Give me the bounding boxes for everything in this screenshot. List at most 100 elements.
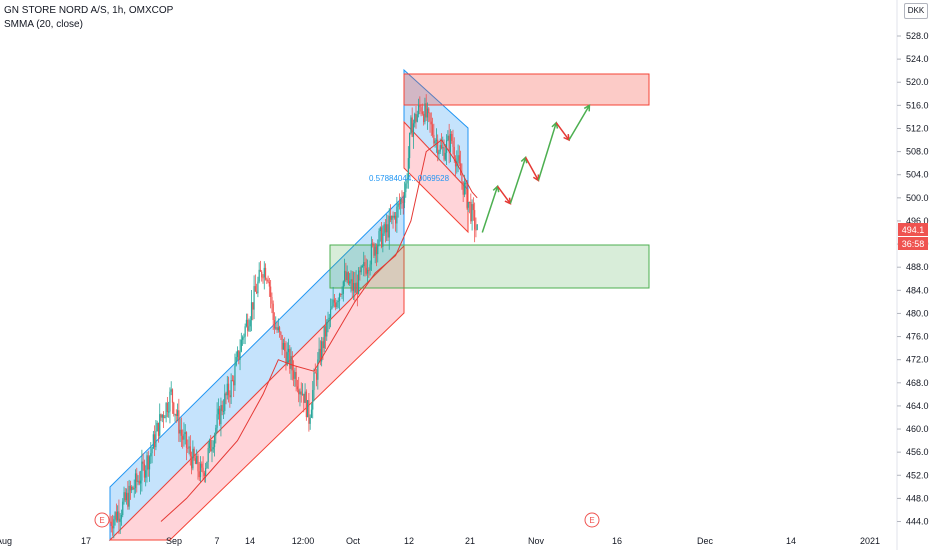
candle-body (171, 389, 174, 403)
candle-body (467, 201, 469, 208)
candle-body (273, 320, 276, 329)
projection-up-arrow (509, 157, 527, 204)
candle-body (162, 414, 165, 418)
candle-body (434, 140, 436, 144)
candle-body (226, 383, 228, 396)
candle-body (310, 409, 313, 418)
candle-body (169, 391, 171, 412)
earnings-marker[interactable]: E (584, 512, 600, 528)
candle-body (401, 199, 403, 202)
earnings-marker[interactable]: E (94, 512, 110, 528)
price-axis[interactable]: 528.0 524.0 520.0 516.0 512.0 508.0 504.0 500.0… (897, 31, 929, 527)
candle-body (468, 201, 471, 203)
candle-body (389, 216, 392, 220)
price-tick-label: 516.0 (906, 100, 929, 110)
candle-body (425, 103, 427, 118)
candle-body (317, 359, 319, 380)
candle-body (444, 152, 446, 160)
candle-body (338, 294, 341, 301)
candle-body (278, 327, 281, 333)
price-tick-label: 512.0 (906, 123, 929, 133)
candle-body (284, 342, 286, 352)
candle-body (194, 458, 197, 464)
candle-body (287, 348, 290, 353)
candle-body (210, 440, 212, 452)
projection-up-arrow (568, 104, 591, 141)
candle-body (124, 492, 126, 501)
candle-body (123, 492, 125, 502)
price-tick-label: 508.0 (906, 147, 929, 157)
candle-body (365, 267, 367, 274)
candle-body (364, 262, 366, 268)
indicator-label[interactable]: SMMA (20, close) (4, 19, 83, 30)
candle-body (291, 356, 293, 371)
price-tick-label: 484.0 (906, 285, 929, 295)
currency-label[interactable]: DKK (904, 3, 928, 19)
candle-body (271, 297, 273, 304)
candle-body (451, 134, 453, 141)
candle-body (146, 455, 148, 471)
candle-body (270, 286, 272, 298)
candle-body (406, 179, 408, 184)
price-tick-label: 464.0 (906, 401, 929, 411)
candle-body (141, 461, 143, 481)
candle-body (374, 246, 376, 256)
candle-body (429, 113, 431, 122)
candle-body (379, 227, 381, 232)
candle-body (322, 341, 324, 349)
candle-body (245, 319, 248, 327)
candle-body (368, 269, 370, 271)
candle-body (229, 395, 231, 398)
candle-body (137, 480, 139, 482)
fib-label: 0.57884044...0069528 (369, 174, 450, 183)
candle-body (409, 132, 411, 159)
candle-body (205, 468, 207, 477)
candle-body (347, 272, 350, 284)
candle-body (405, 183, 407, 193)
candle-body (423, 113, 425, 123)
symbol-title[interactable]: GN STORE NORD A/S, 1h, OMXCOP (4, 5, 174, 16)
candle-body (199, 463, 202, 478)
candle-body (393, 215, 395, 218)
candle-body (327, 318, 329, 322)
candle-body (127, 492, 129, 507)
candle-body (157, 422, 160, 436)
candle-body (281, 334, 283, 350)
candle-body (337, 300, 339, 303)
down-channel-lower-band (403, 120, 469, 234)
candle-body (438, 151, 440, 155)
candle-body (417, 104, 420, 115)
candle-body (331, 306, 333, 310)
candle-body (301, 393, 304, 395)
candle-body (261, 271, 263, 278)
candle-body (143, 463, 146, 478)
candle-body (452, 140, 454, 147)
candle-body (462, 181, 464, 195)
candle-body (275, 327, 277, 329)
candle-body (433, 134, 435, 144)
candle-body (386, 224, 388, 233)
candle-body (298, 389, 300, 395)
candle-body (176, 410, 179, 416)
candle-body (175, 414, 177, 416)
candle-body (305, 391, 307, 418)
candle-body (391, 215, 393, 220)
candle-body (114, 512, 116, 520)
candles (109, 94, 478, 539)
candle-body (193, 448, 195, 459)
candle-body (360, 266, 362, 273)
time-axis[interactable]: Aug 17 Sep 7 14 12:00 Oct 12 21 Nov 16 Dec 14 2021 (0, 536, 880, 546)
candle-body (378, 231, 380, 245)
candle-body (373, 243, 375, 256)
candle-body (155, 431, 157, 448)
candle-body (383, 224, 385, 234)
candle-body (164, 417, 166, 419)
candle-body (252, 302, 254, 310)
candle-body (321, 341, 323, 362)
candle-body (173, 402, 175, 415)
candle-body (234, 365, 236, 386)
candle-body (216, 414, 218, 428)
candle-body (312, 389, 314, 410)
candle-body (264, 267, 267, 280)
